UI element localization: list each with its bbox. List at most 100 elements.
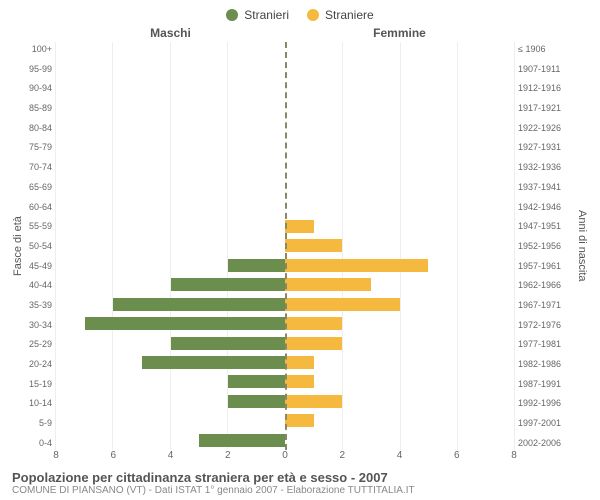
bar-row <box>56 355 285 370</box>
bar-row <box>56 316 285 331</box>
birth-year-label: 1927-1931 <box>518 142 574 152</box>
x-axis-right: 2468 <box>285 450 514 464</box>
birth-year-label: 1977-1981 <box>518 339 574 349</box>
age-label: 15-19 <box>26 379 52 389</box>
legend-label-female: Straniere <box>325 8 374 22</box>
bar-female <box>285 259 428 272</box>
bar-row <box>56 219 285 234</box>
bar-row <box>56 433 285 448</box>
chart-subtitle: COMUNE DI PIANSANO (VT) - Dati ISTAT 1° … <box>12 485 588 496</box>
birth-year-label: 1962-1966 <box>518 280 574 290</box>
bar-row <box>285 200 514 215</box>
bar-row <box>285 44 514 59</box>
birth-year-label: 1912-1916 <box>518 83 574 93</box>
birth-year-label: 1957-1961 <box>518 261 574 271</box>
bar-row <box>285 102 514 117</box>
bar-row <box>285 180 514 195</box>
plot-area <box>56 42 514 450</box>
bar-female <box>285 317 342 330</box>
bar-row <box>56 44 285 59</box>
footer: Popolazione per cittadinanza straniera p… <box>12 464 588 496</box>
y-axis-right: 2002-20061997-20011992-19961987-19911982… <box>514 42 574 450</box>
bar-row <box>56 200 285 215</box>
bar-row <box>285 413 514 428</box>
bar-female <box>285 356 314 369</box>
birth-year-label: 1932-1936 <box>518 162 574 172</box>
bar-male <box>228 395 285 408</box>
bar-row <box>285 141 514 156</box>
bar-row <box>285 316 514 331</box>
bars-male <box>56 42 285 450</box>
bar-row <box>285 336 514 351</box>
bar-female <box>285 239 342 252</box>
birth-year-label: 2002-2006 <box>518 438 574 448</box>
x-tick: 4 <box>397 450 403 461</box>
bar-female <box>285 220 314 233</box>
column-headers: Maschi Femmine <box>12 24 588 42</box>
bar-row <box>285 238 514 253</box>
birth-year-label: ≤ 1906 <box>518 44 574 54</box>
bar-row <box>285 277 514 292</box>
bar-row <box>56 63 285 78</box>
bar-row <box>285 394 514 409</box>
age-label: 75-79 <box>26 142 52 152</box>
bar-female <box>285 414 314 427</box>
x-axis: 02468 2468 <box>12 450 588 464</box>
age-label: 35-39 <box>26 300 52 310</box>
bar-row <box>285 433 514 448</box>
birth-year-label: 1917-1921 <box>518 103 574 113</box>
age-label: 5-9 <box>26 418 52 428</box>
birth-year-label: 1987-1991 <box>518 379 574 389</box>
column-header-male: Maschi <box>56 24 285 42</box>
age-label: 45-49 <box>26 261 52 271</box>
bar-row <box>285 374 514 389</box>
bar-row <box>285 63 514 78</box>
x-tick: 6 <box>454 450 460 461</box>
age-label: 95-99 <box>26 64 52 74</box>
age-label: 50-54 <box>26 241 52 251</box>
bar-female <box>285 278 371 291</box>
column-header-female: Femmine <box>285 24 514 42</box>
x-tick: 2 <box>225 450 231 461</box>
y-axis-left-title: Fasce di età <box>12 42 26 450</box>
x-tick: 8 <box>511 450 517 461</box>
birth-year-label: 1967-1971 <box>518 300 574 310</box>
x-tick: 6 <box>110 450 116 461</box>
age-label: 100+ <box>26 44 52 54</box>
birth-year-label: 1997-2001 <box>518 418 574 428</box>
age-label: 0-4 <box>26 438 52 448</box>
birth-year-label: 1947-1951 <box>518 221 574 231</box>
birth-year-label: 1982-1986 <box>518 359 574 369</box>
legend-label-male: Stranieri <box>244 8 289 22</box>
bar-male <box>113 298 285 311</box>
age-label: 20-24 <box>26 359 52 369</box>
age-label: 80-84 <box>26 123 52 133</box>
bar-row <box>285 122 514 137</box>
bar-row <box>285 219 514 234</box>
legend-item-male: Stranieri <box>226 8 289 22</box>
age-label: 30-34 <box>26 320 52 330</box>
bar-row <box>56 277 285 292</box>
center-line <box>285 42 287 450</box>
legend: Stranieri Straniere <box>12 8 588 24</box>
bar-row <box>56 374 285 389</box>
age-label: 10-14 <box>26 398 52 408</box>
bar-female <box>285 375 314 388</box>
bar-female <box>285 298 400 311</box>
age-label: 85-89 <box>26 103 52 113</box>
legend-swatch-female <box>307 9 319 21</box>
age-label: 60-64 <box>26 202 52 212</box>
birth-year-label: 1972-1976 <box>518 320 574 330</box>
age-label: 70-74 <box>26 162 52 172</box>
legend-item-female: Straniere <box>307 8 374 22</box>
bar-male <box>228 259 285 272</box>
bar-female <box>285 395 342 408</box>
y-axis-right-title: Anni di nascita <box>574 42 588 450</box>
x-tick: 8 <box>53 450 59 461</box>
birth-year-label: 1937-1941 <box>518 182 574 192</box>
bar-row <box>285 355 514 370</box>
birth-year-label: 1952-1956 <box>518 241 574 251</box>
chart-body: Fasce di età 0-45-910-1415-1920-2425-293… <box>12 42 588 450</box>
x-axis-left: 02468 <box>56 450 285 464</box>
bar-row <box>285 161 514 176</box>
